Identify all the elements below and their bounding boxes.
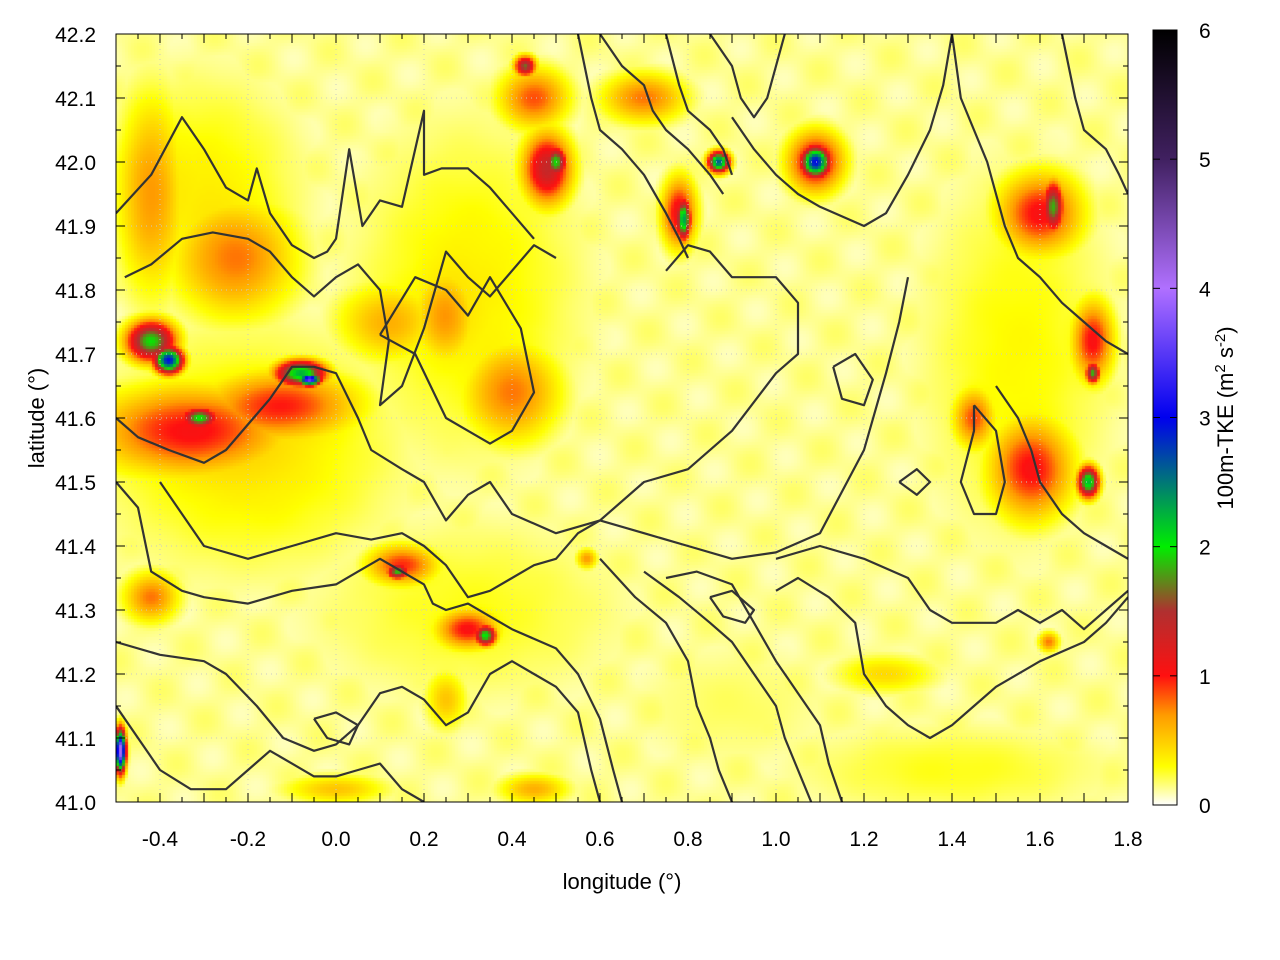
elevation-contours (116, 34, 1128, 802)
contour-line (709, 34, 786, 119)
contour-line (664, 34, 734, 176)
contour-line (313, 711, 360, 746)
x-axis-ticks: -0.4 -0.2 0.0 0.2 0.4 0.6 0.8 1.0 1.2 1.4 1.6 1.8 (115, 34, 1143, 851)
x-tick-label: 1.0 (761, 828, 790, 851)
contour-line (1060, 34, 1128, 195)
contour-line (576, 34, 689, 259)
contour-line (643, 570, 813, 802)
y-tick-label: 41.3 (55, 600, 96, 623)
y-axis-ticks: 41.0 41.1 41.2 41.3 41.4 41.5 41.6 41.7 41.8 41.9… (55, 24, 1128, 815)
x-tick-label: -0.2 (230, 828, 266, 851)
contour-line (995, 385, 1128, 560)
contour-line (832, 352, 874, 407)
x-tick-label: -0.4 (142, 828, 179, 851)
x-tick-label: 1.8 (1113, 828, 1142, 851)
contour-line (116, 640, 602, 802)
colorbar-tick-label: 2 (1199, 537, 1211, 560)
colorbar-tick-label: 5 (1199, 149, 1211, 172)
y-tick-label: 41.7 (55, 344, 96, 367)
x-tick-label: 0.2 (409, 828, 438, 851)
contour-line (116, 705, 425, 802)
contour-line (731, 34, 954, 228)
x-tick-label: 0.6 (585, 828, 614, 851)
y-tick-label: 41.5 (55, 472, 96, 495)
y-tick-label: 41.8 (55, 280, 96, 303)
x-tick-label: 0.0 (321, 828, 350, 851)
colorbar-title: 100m-TKE (m2 s-2) (1212, 326, 1238, 509)
contour-line (599, 558, 734, 802)
contour-line (775, 576, 1128, 740)
contour-line (709, 589, 756, 624)
y-tick-label: 41.1 (55, 728, 96, 751)
y-tick-label: 42.1 (55, 88, 96, 111)
contour-line (950, 34, 1128, 355)
contour-line (665, 570, 844, 802)
contour-line (116, 481, 624, 802)
y-tick-label: 41.6 (55, 408, 96, 431)
y-tick-label: 41.9 (55, 216, 96, 239)
y-tick-label: 41.0 (55, 792, 96, 815)
contour-line (898, 468, 932, 496)
contour-line (124, 231, 557, 407)
y-axis-title: latitude (°) (24, 368, 49, 469)
x-tick-label: 0.4 (497, 828, 527, 851)
colorbar-tick-label: 4 (1199, 278, 1211, 301)
colorbar-ticks: 0 1 2 3 4 5 6 (1153, 20, 1211, 818)
colorbar-tick-label: 1 (1199, 666, 1211, 689)
grid-lines (116, 34, 1128, 802)
contour-line (775, 544, 1128, 631)
colorbar-tick-label: 0 (1199, 795, 1211, 818)
y-tick-label: 41.2 (55, 664, 96, 687)
x-tick-label: 1.2 (849, 828, 878, 851)
contour-line (379, 276, 536, 445)
contour-line (599, 34, 725, 195)
x-tick-label: 1.4 (937, 828, 967, 851)
x-tick-label: 1.6 (1025, 828, 1054, 851)
contour-line (159, 276, 910, 599)
x-tick-label: 0.8 (673, 828, 702, 851)
y-tick-label: 42.0 (55, 152, 96, 175)
y-tick-label: 42.2 (55, 24, 96, 47)
contour-line (116, 244, 800, 535)
contour-line (959, 404, 1006, 516)
x-axis-title: longitude (°) (563, 869, 682, 894)
contour-line (116, 109, 535, 260)
y-tick-label: 41.4 (55, 536, 96, 559)
colorbar-tick-label: 6 (1199, 20, 1211, 43)
colorbar-tick-label: 3 (1199, 408, 1211, 431)
